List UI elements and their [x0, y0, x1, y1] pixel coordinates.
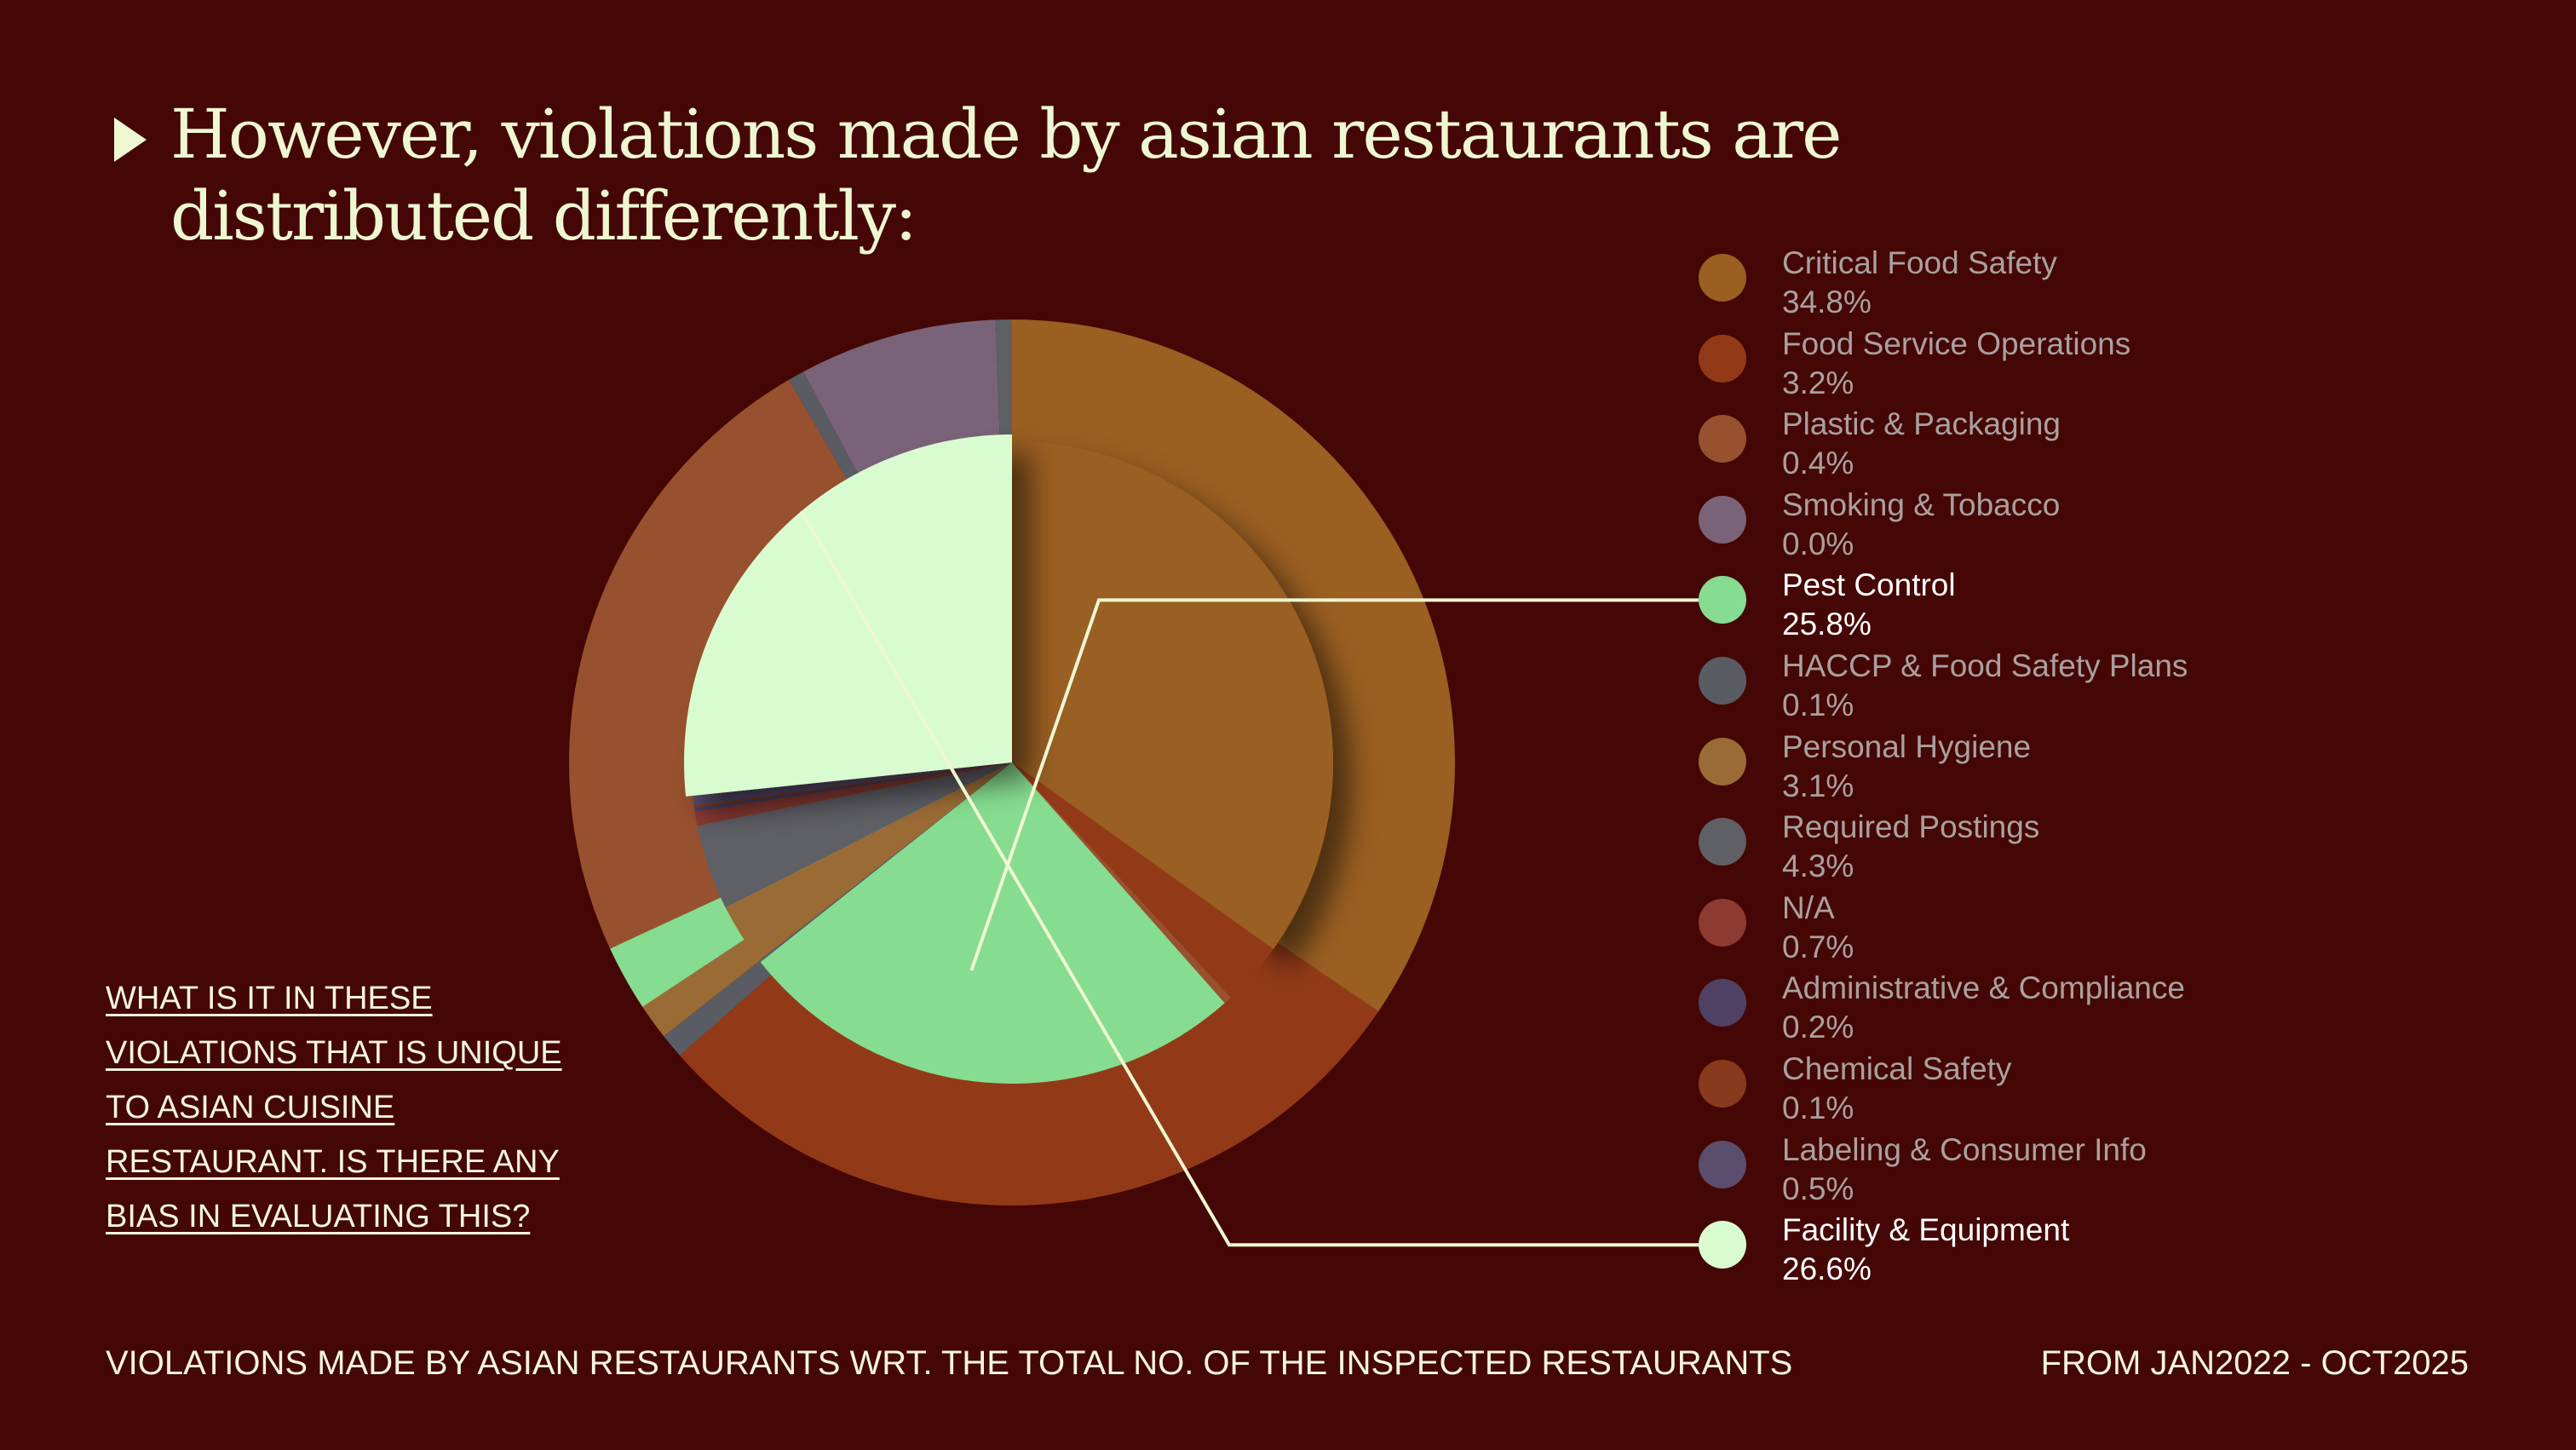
- legend-percent: 3.1%: [1782, 768, 1854, 803]
- legend-label: N/A: [1782, 889, 1835, 925]
- pie-slice-required-postings: [697, 762, 1012, 908]
- leader-line-facility-and-equipment: [799, 509, 1699, 1247]
- inner-pie: [684, 434, 1333, 1084]
- legend-percent: 4.3%: [1782, 849, 1854, 884]
- legend-swatch: [1699, 1221, 1746, 1269]
- legend-label: Chemical Safety: [1782, 1050, 2012, 1086]
- legend-label: Smoking & Tobacco: [1782, 486, 2061, 522]
- pie-slice-chemical-safety: [693, 762, 1012, 808]
- pie-slice-n-a: [694, 762, 1012, 826]
- legend-percent: 0.1%: [1782, 1090, 1854, 1125]
- title-text: However, violations made by asian restau…: [170, 94, 1842, 257]
- question-text: WHAT IS IT IN THESE VIOLATIONS THAT IS U…: [106, 971, 583, 1244]
- legend-label: Pest Control: [1782, 567, 1956, 603]
- page-title: However, violations made by asian restau…: [114, 94, 1842, 257]
- pie-slice-plastic-and-packaging: [1012, 762, 1231, 1004]
- question-line-3: TO ASIAN CUISINE: [106, 1090, 395, 1125]
- legend-percent: 0.7%: [1782, 929, 1854, 964]
- footer-date-range: FROM JAN2022 - OCT2025: [2040, 1344, 2469, 1382]
- legend-percent: 25.8%: [1782, 607, 1872, 642]
- legend-label: Labeling & Consumer Info: [1782, 1131, 2147, 1167]
- leader-line-pest-control: [969, 598, 1699, 971]
- title-line-2: distributed differently:: [170, 176, 917, 256]
- legend-label: Administrative & Compliance: [1782, 970, 2185, 1006]
- legend-swatch: [1699, 254, 1746, 302]
- legend-swatch: [1699, 979, 1746, 1027]
- legend-swatch: [1699, 1140, 1746, 1188]
- pie-slice-personal-hygiene: [725, 762, 1012, 961]
- pie-slice-labeling-and-consumer-info: [693, 762, 1012, 806]
- legend-swatch: [1699, 818, 1746, 866]
- question-line-4: RESTAURANT. IS THERE ANY: [106, 1144, 560, 1180]
- legend-percent: 34.8%: [1782, 285, 1872, 319]
- legend-label: HACCP & Food Safety Plans: [1782, 647, 2188, 683]
- legend-swatch: [1699, 656, 1746, 705]
- legend-percent: 0.2%: [1782, 1010, 1854, 1045]
- pie-slice-haccp-and-food-safety-plans: [759, 762, 1012, 963]
- footer-caption: VIOLATIONS MADE BY ASIAN RESTAURANTS WRT…: [106, 1344, 1793, 1382]
- legend-percent: 0.5%: [1782, 1171, 1854, 1206]
- legend-swatch: [1699, 898, 1746, 947]
- legend-swatch: [1699, 415, 1746, 463]
- question-line-5: BIAS IN EVALUATING THIS?: [106, 1199, 531, 1234]
- play-triangle-icon: [114, 118, 147, 162]
- legend-percent: 0.4%: [1782, 446, 1854, 481]
- title-line-1: However, violations made by asian restau…: [170, 95, 1842, 174]
- pie-slice-critical-food-safety: [1012, 441, 1333, 950]
- legend-percent: 26.6%: [1782, 1251, 1872, 1287]
- legend-percent: 0.1%: [1782, 687, 1854, 722]
- pie-slice-administrative-and-compliance: [693, 762, 1012, 812]
- leader-lines: [799, 509, 1699, 1247]
- legend-swatch: [1699, 576, 1746, 624]
- question-line-1: WHAT IS IT IN THESE: [106, 981, 433, 1016]
- legend-swatch: [1699, 1059, 1746, 1108]
- legend-swatch: [1699, 495, 1746, 544]
- legend-percent: 0.0%: [1782, 526, 1854, 561]
- legend-swatch: [1699, 737, 1746, 785]
- pie-slice-facility-and-equipment: [684, 434, 1012, 797]
- legend-swatch: [1699, 334, 1746, 383]
- legend-label: Facility & Equipment: [1782, 1212, 2070, 1248]
- legend-label: Required Postings: [1782, 809, 2040, 845]
- legend-label: Plastic & Packaging: [1782, 406, 2061, 442]
- question-line-2: VIOLATIONS THAT IS UNIQUE: [106, 1035, 562, 1071]
- legend-label: Food Service Operations: [1782, 325, 2131, 361]
- legend-label: Personal Hygiene: [1782, 728, 2032, 764]
- pie-slice-pest-control: [760, 762, 1225, 1084]
- legend-label: Critical Food Safety: [1782, 245, 2057, 280]
- pie-slice-food-service-operations: [1012, 762, 1274, 998]
- legend-percent: 3.2%: [1782, 365, 1854, 400]
